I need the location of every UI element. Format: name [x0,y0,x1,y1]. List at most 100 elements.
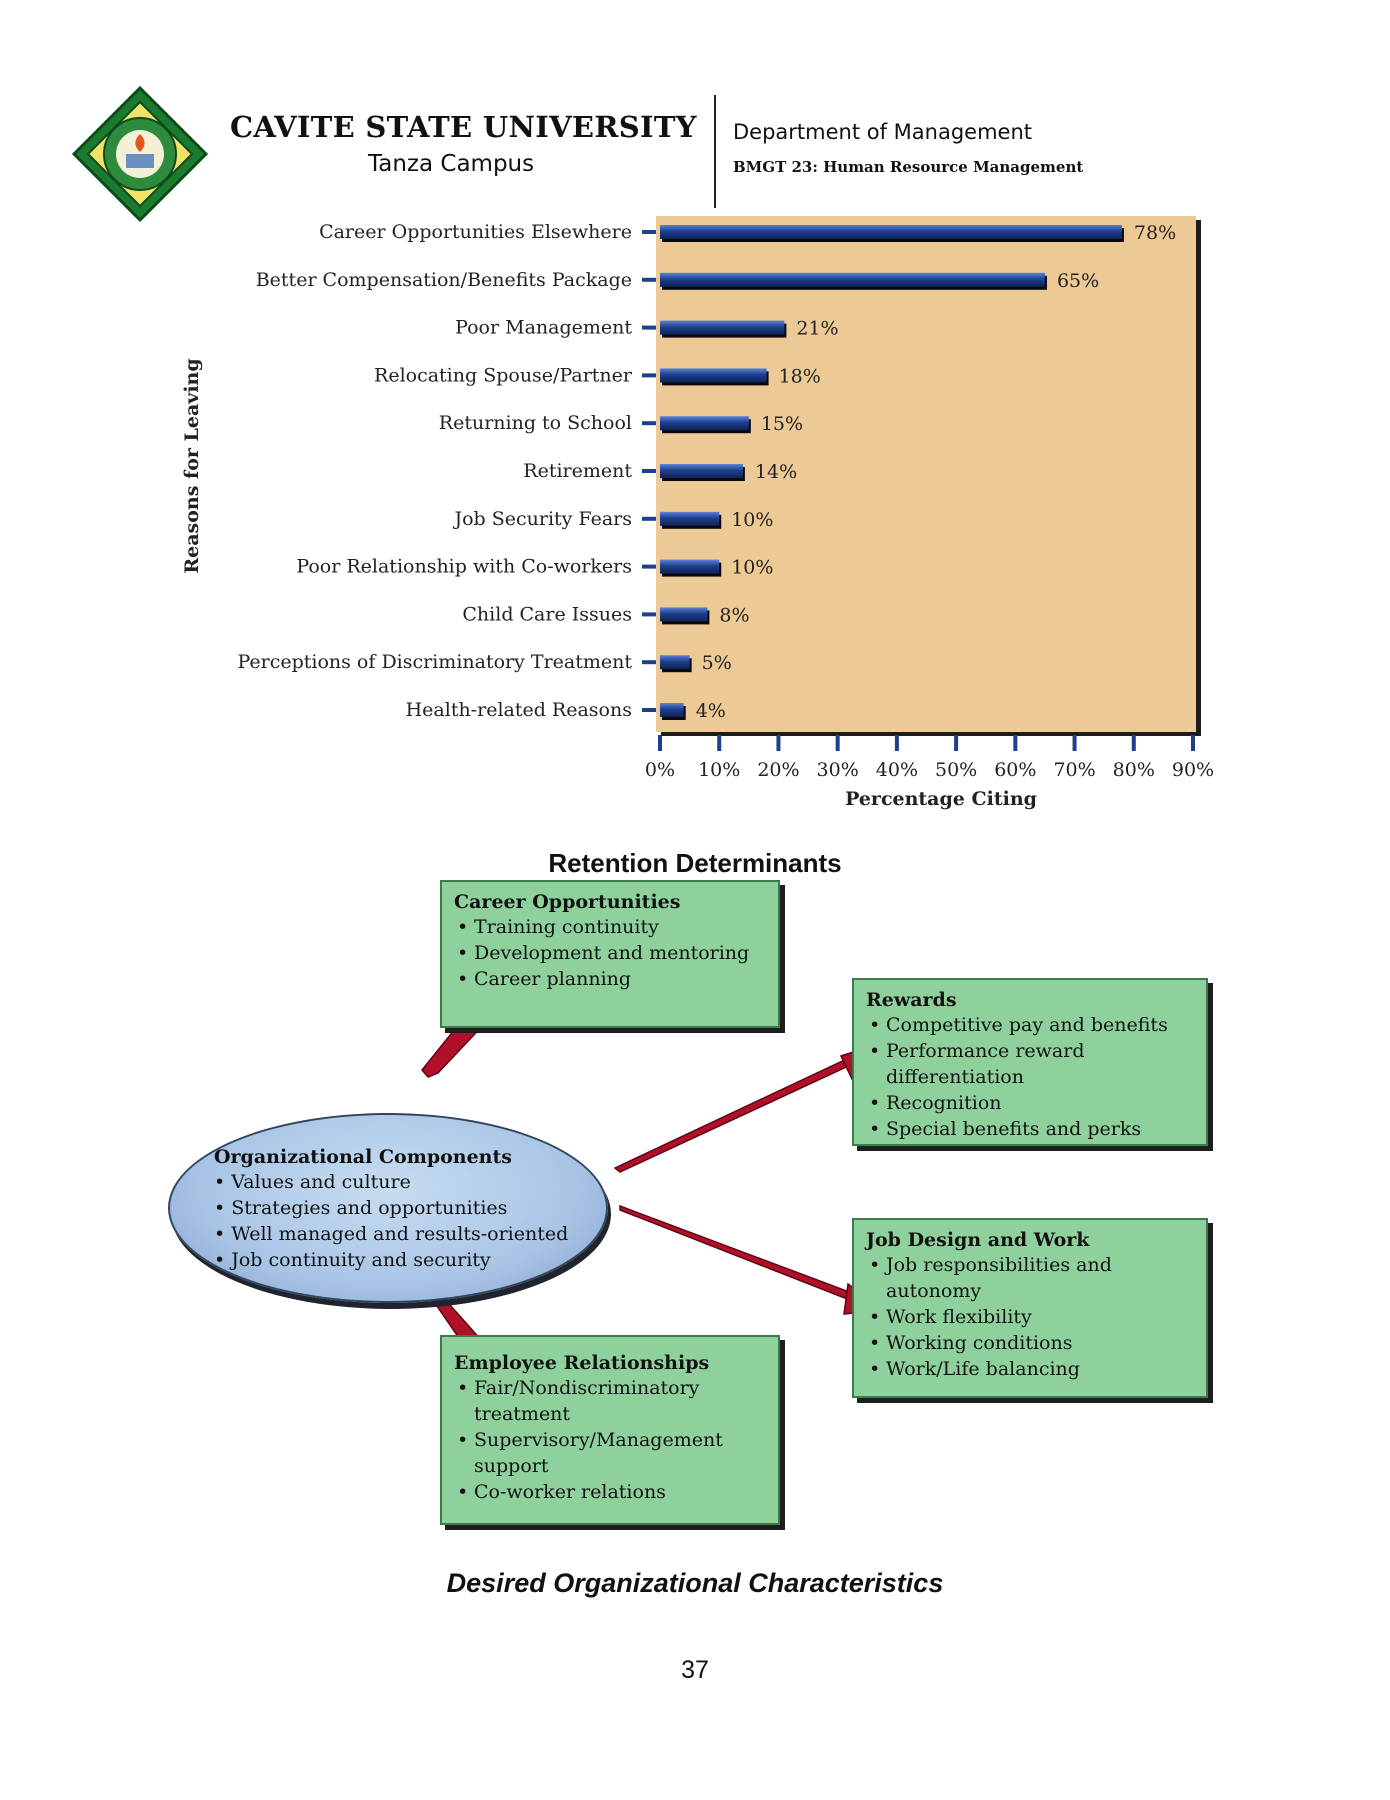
category-tick [642,469,656,473]
category-label: Better Compensation/Benefits Package [256,269,632,291]
list-item: Working conditions [866,1330,1194,1356]
x-tick [1013,735,1018,751]
campus-name: Tanza Campus [368,151,535,177]
list-item: Career planning [454,966,766,992]
data-label: 4% [696,700,726,722]
arrow-to-rewards [613,1039,878,1173]
category-tick [642,612,656,617]
bar [660,320,785,335]
job-design-box: Job Design and Work Job responsibilities… [852,1218,1208,1398]
list-item: • Job continuity and security [214,1249,491,1271]
data-label: 10% [731,509,773,531]
career-opportunities-box: Career Opportunities Training continuity… [440,880,780,1028]
bar [660,655,690,670]
list-item: Fair/Nondiscriminatory treatment [454,1375,766,1427]
retention-diagram: Career Opportunities Training continuity… [160,880,1240,1540]
x-tick-label: 0% [645,759,675,781]
bar [660,559,720,574]
reasons-for-leaving-chart: Career Opportunities Elsewhere 78% Better … [181,216,1214,810]
diagram-title: Retention Determinants [548,848,842,878]
x-tick-label: 80% [1113,759,1155,781]
category-label: Relocating Spouse/Partner [374,364,633,386]
bar [660,272,1045,287]
list-item: Development and mentoring [454,940,766,966]
category-label: Job Security Fears [452,508,632,530]
category-label: Poor Management [455,317,632,339]
rewards-box: Rewards Competitive pay and benefits Per… [852,978,1208,1146]
x-tick [954,735,959,751]
career-title: Career Opportunities [454,891,681,913]
list-item: Special benefits and perks [866,1116,1194,1142]
list-item: Training continuity [454,914,766,940]
organizational-components-oval: Organizational Components • Values and c… [168,1113,608,1303]
center-title: Organizational Components [214,1146,512,1168]
bar [660,703,684,717]
data-label: 15% [761,413,803,435]
category-tick [642,373,656,378]
data-label: 10% [731,557,773,579]
category-label: Child Care Issues [462,603,632,625]
data-label: 78% [1134,222,1176,244]
data-label: 14% [755,461,797,483]
x-ticks-group: 0% 10% 20% 30% 40% 50% 60% 70% 80% 90% [645,735,1214,781]
list-item: • Values and culture [214,1171,411,1193]
category-tick [642,325,656,330]
x-tick [658,735,662,751]
x-tick-label: 40% [876,759,918,781]
category-tick [642,421,656,426]
list-item: Job responsibilities and autonomy [866,1252,1194,1304]
list-item: Work/Life balancing [866,1356,1194,1382]
data-label: 8% [719,604,749,626]
list-item: • Well managed and results-oriented [214,1223,569,1245]
x-axis-title: Percentage Citing [845,788,1037,810]
course-title: BMGT 23: Human Resource Management [733,158,1084,176]
x-tick-label: 50% [935,759,977,781]
x-tick [835,735,840,751]
header-divider [714,95,716,208]
category-tick [642,277,656,282]
list-item: Co-worker relations [454,1479,766,1505]
figure-caption: Desired Organizational Characteristics [446,1568,944,1598]
arrow-to-job-design [619,1204,861,1306]
x-tick-label: 20% [757,759,799,781]
x-tick [1191,735,1195,751]
category-tick [642,230,656,234]
bar [660,511,720,526]
x-tick-label: 60% [994,759,1036,781]
x-tick [894,735,899,751]
list-item: Recognition [866,1090,1194,1116]
category-label: Poor Relationship with Co-workers [296,556,632,578]
bars-group: Career Opportunities Elsewhere 78% Better … [237,221,1176,722]
bar [660,416,749,431]
category-tick [642,708,656,712]
list-item: Performance reward differentiation [866,1038,1194,1090]
category-label: Perceptions of Discriminatory Treatment [237,651,632,673]
university-logo [71,85,209,223]
rewards-title: Rewards [866,989,957,1011]
job-design-title: Job Design and Work [866,1229,1090,1251]
category-label: Retirement [523,460,632,482]
university-name: CAVITE STATE UNIVERSITY [230,110,697,144]
x-tick-label: 30% [817,759,859,781]
x-tick [1072,735,1077,751]
x-tick [1131,735,1136,751]
department-name: Department of Management [733,120,1033,144]
plot-area [656,216,1196,732]
list-item: Supervisory/Management support [454,1427,766,1479]
category-tick [642,564,656,569]
list-item: • Strategies and opportunities [214,1197,508,1219]
data-label: 18% [779,365,821,387]
y-axis-title: Reasons for Leaving [181,358,203,573]
x-tick [717,735,722,751]
category-tick [642,660,656,665]
x-tick-label: 10% [698,759,740,781]
bar [660,607,708,622]
relationships-title: Employee Relationships [454,1352,710,1374]
list-item: Work flexibility [866,1304,1194,1330]
data-label: 21% [796,318,838,340]
category-tick [642,516,656,521]
page-number: 37 [681,1656,709,1684]
x-tick [776,735,781,751]
data-label: 5% [702,652,732,674]
bar [660,225,1122,239]
